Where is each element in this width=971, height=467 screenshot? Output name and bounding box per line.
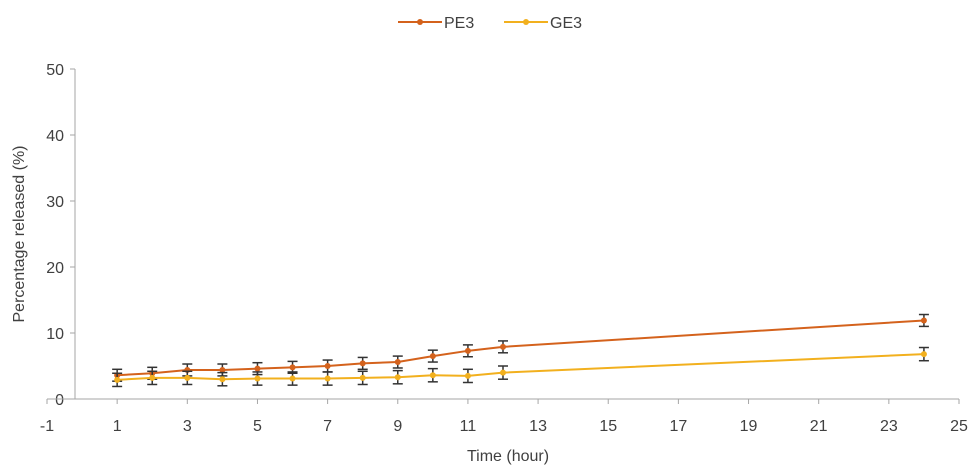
x-tick-label: 7 (323, 418, 332, 435)
y-tick-label: 40 (46, 128, 64, 145)
series-GE3 (112, 346, 929, 388)
x-tick-label: 19 (740, 418, 758, 435)
x-tick-label: 3 (183, 418, 192, 435)
data-point (289, 364, 296, 371)
data-point (254, 365, 261, 372)
y-tick-label: 50 (46, 62, 64, 79)
x-tick-label: 21 (810, 418, 828, 435)
x-tick-label: 17 (669, 418, 687, 435)
data-point (920, 317, 927, 324)
data-point (429, 372, 436, 379)
legend-marker (523, 19, 529, 25)
x-tick-label: 13 (529, 418, 547, 435)
data-point (114, 376, 121, 383)
x-tick-label: 1 (113, 418, 122, 435)
x-tick-label: 5 (253, 418, 262, 435)
y-tick-label: 30 (46, 194, 64, 211)
data-point (359, 374, 366, 381)
data-point (149, 374, 156, 381)
data-point (254, 375, 261, 382)
data-point (429, 353, 436, 360)
data-point (219, 376, 226, 383)
y-tick-label: 10 (46, 326, 64, 343)
series-line (117, 353, 924, 381)
y-tick-label: 20 (46, 260, 64, 277)
data-point (464, 347, 471, 354)
x-tick-label: 23 (880, 418, 898, 435)
x-tick-label: 11 (460, 418, 477, 435)
data-point (184, 374, 191, 381)
series-layer (112, 313, 929, 388)
x-tick-label: 15 (599, 418, 617, 435)
data-point (500, 369, 506, 376)
y-tick-label: 0 (55, 392, 64, 409)
legend-label: GE3 (550, 15, 582, 32)
x-axis-title: Time (hour) (467, 448, 549, 465)
y-axis-title: Percentage released (%) (11, 146, 28, 323)
legend-item-GE3: GE3 (504, 15, 582, 32)
data-point (394, 374, 401, 381)
x-tick-label: 9 (393, 418, 402, 435)
data-point (219, 366, 226, 373)
data-point (324, 375, 331, 382)
data-point (324, 363, 331, 369)
x-axis: -1 1 3 5 7 9 11 13 15 17 19 21 23 25 (40, 398, 968, 435)
data-point (464, 372, 471, 379)
y-axis: 0 10 20 30 40 50 (46, 62, 76, 409)
data-point (394, 359, 401, 366)
data-point (289, 375, 296, 382)
legend-label: PE3 (444, 15, 474, 32)
legend-marker (417, 19, 423, 25)
legend: PE3 GE3 (398, 15, 582, 32)
data-point (500, 343, 506, 350)
data-point (920, 351, 927, 358)
series-line (117, 319, 924, 377)
data-point (359, 360, 366, 367)
x-tick-label: -1 (40, 418, 54, 435)
x-tick-label: 25 (950, 418, 968, 435)
legend-item-PE3: PE3 (398, 15, 474, 32)
